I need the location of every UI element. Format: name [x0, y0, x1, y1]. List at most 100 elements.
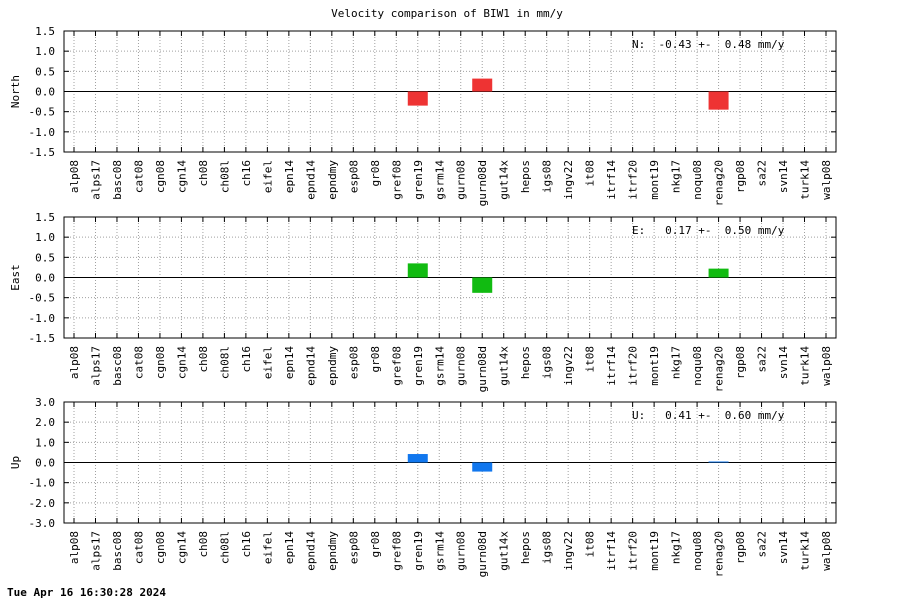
x-tick-label: esp08 — [347, 346, 360, 379]
y-tick-label: -1.0 — [29, 477, 56, 490]
y-tick-label: -1.0 — [29, 126, 56, 139]
x-tick-label: mont19 — [648, 531, 661, 571]
x-tick-label: gurn08d — [476, 346, 489, 392]
x-tick-label: sa22 — [756, 346, 769, 373]
x-tick-label: ch08l — [218, 160, 231, 193]
x-tick-label: itrf20 — [627, 531, 640, 571]
y-tick-label: 1.0 — [35, 45, 55, 58]
x-tick-label: alps17 — [89, 160, 102, 200]
x-tick-label: nkg17 — [670, 531, 683, 564]
x-tick-label: cgn14 — [175, 346, 188, 379]
y-tick-label: 3.0 — [35, 396, 55, 409]
x-tick-label: noqu08 — [691, 160, 704, 200]
velocity-annotation: U: 0.41 +- 0.60 mm/y — [632, 409, 785, 422]
x-tick-label: hepos — [519, 346, 532, 379]
x-tick-label: epn14 — [283, 531, 296, 564]
bar-gurn08d — [472, 462, 493, 472]
x-tick-label: epn14 — [283, 160, 296, 193]
y-tick-label: -0.5 — [29, 292, 56, 305]
x-tick-label: itrf14 — [605, 160, 618, 200]
y-tick-label: -0.5 — [29, 106, 56, 119]
y-tick-label: 1.0 — [35, 231, 55, 244]
x-tick-label: mont19 — [648, 160, 661, 200]
x-tick-label: itrf20 — [627, 160, 640, 200]
x-tick-label: epndmy — [326, 160, 339, 200]
x-tick-label: sa22 — [756, 160, 769, 187]
panel-up: -3.0 -2.0 -1.0 0.0 1.0 2.0 3.0 alp08 alps17 basc0… — [9, 396, 837, 577]
x-tick-label: ch16 — [240, 160, 253, 187]
y-tick-label: 0.0 — [35, 457, 55, 470]
x-tick-label: gurn08d — [476, 160, 489, 206]
x-tick-label: mont19 — [648, 346, 661, 386]
x-tick-label: turk14 — [799, 346, 812, 386]
x-tick-label: gren19 — [412, 160, 425, 200]
x-tick-label: renag20 — [713, 160, 726, 206]
y-tick-label: -1.0 — [29, 312, 56, 325]
x-tick-label: cat08 — [132, 531, 145, 564]
bar-renag20 — [708, 268, 729, 278]
x-tick-label: gurn08 — [455, 531, 468, 571]
x-tick-label: hepos — [519, 160, 532, 193]
x-tick-label: alp08 — [68, 160, 81, 193]
x-tick-label: epn14 — [283, 346, 296, 379]
x-tick-label: rgp08 — [734, 160, 747, 193]
x-tick-label: ch08l — [218, 346, 231, 379]
x-tick-label: cgn14 — [175, 531, 188, 564]
bar-renag20 — [708, 91, 729, 110]
x-tick-label: gr08 — [369, 346, 382, 373]
x-tick-label: igs08 — [541, 160, 554, 193]
x-tick-label: basc08 — [111, 346, 124, 386]
x-tick-label: rgp08 — [734, 346, 747, 379]
x-tick-label: igs08 — [541, 346, 554, 379]
x-tick-label: hepos — [519, 531, 532, 564]
y-tick-label: 1.0 — [35, 436, 55, 449]
x-tick-label: ingv22 — [562, 160, 575, 200]
y-tick-label: 0.5 — [35, 65, 55, 78]
x-tick-label: ch16 — [240, 531, 253, 558]
x-tick-label: epnd14 — [304, 346, 317, 386]
x-tick-label: itrf20 — [627, 346, 640, 386]
x-tick-label: gut14x — [498, 160, 511, 200]
bar-gren19 — [407, 263, 428, 278]
y-tick-label: -1.5 — [29, 146, 56, 159]
bar-renag20 — [708, 461, 729, 463]
x-tick-label: gurn08 — [455, 160, 468, 200]
x-tick-label: nkg17 — [670, 346, 683, 379]
x-tick-label: nkg17 — [670, 160, 683, 193]
x-tick-label: cat08 — [132, 346, 145, 379]
x-tick-label: sa22 — [756, 531, 769, 558]
y-tick-label: -2.0 — [29, 497, 56, 510]
x-tick-label: ch08l — [218, 531, 231, 564]
plot-frame — [63, 401, 837, 524]
x-tick-label: svn14 — [777, 531, 790, 564]
x-tick-label: alps17 — [89, 346, 102, 386]
x-tick-label: gut14x — [498, 531, 511, 571]
x-tick-label: gurn08 — [455, 346, 468, 386]
x-tick-label: gr08 — [369, 160, 382, 187]
y-tick-label: 0.0 — [35, 86, 55, 99]
panel-east: -1.5 -1.0 -0.5 0.0 0.5 1.0 1.5 alp08 alps17 basc0… — [9, 211, 837, 392]
x-tick-label: igs08 — [541, 531, 554, 564]
x-tick-label: gref08 — [390, 531, 403, 571]
x-tick-label: renag20 — [713, 346, 726, 392]
x-tick-label: ingv22 — [562, 531, 575, 571]
x-tick-label: esp08 — [347, 531, 360, 564]
x-tick-label: gref08 — [390, 160, 403, 200]
x-tick-label: ch16 — [240, 346, 253, 373]
x-tick-label: turk14 — [799, 531, 812, 571]
x-tick-label: noqu08 — [691, 531, 704, 571]
x-tick-label: gut14x — [498, 346, 511, 386]
panel-north: -1.5 -1.0 -0.5 0.0 0.5 1.0 1.5 alp08 alps17 basc0… — [9, 25, 837, 206]
y-axis-label: Up — [9, 456, 22, 469]
chart-panels: -1.5 -1.0 -0.5 0.0 0.5 1.0 1.5 alp08 alps17 basc0… — [9, 25, 837, 577]
x-tick-label: ch08 — [197, 160, 210, 187]
y-axis-label: North — [9, 75, 22, 108]
x-tick-label: alps17 — [89, 531, 102, 571]
x-tick-label: ingv22 — [562, 346, 575, 386]
plot-frame — [63, 216, 837, 339]
x-tick-label: turk14 — [799, 160, 812, 200]
y-tick-label: -1.5 — [29, 332, 56, 345]
x-tick-label: cgn08 — [154, 160, 167, 193]
x-tick-label: cgn14 — [175, 160, 188, 193]
